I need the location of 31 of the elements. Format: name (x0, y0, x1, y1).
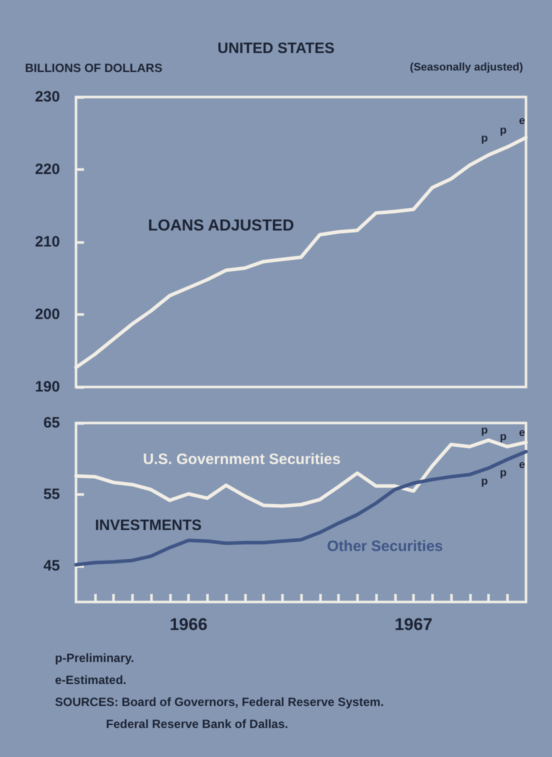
line-series (74, 450, 528, 567)
y-tick-label: 65 (43, 414, 60, 432)
annotation: e (518, 459, 526, 472)
y-tick-label: 230 (34, 88, 60, 106)
annotation: p (500, 431, 507, 444)
y-tick-label: 190 (34, 378, 60, 396)
annotation: p (481, 424, 488, 437)
text: e-Estimated. (55, 673, 126, 687)
annotation: e (518, 426, 526, 439)
annotation: p (481, 476, 488, 488)
annotation: p (500, 467, 507, 480)
x-tick-label: 1966 (170, 615, 208, 634)
text: Federal Reserve Bank of Dallas. (106, 717, 288, 731)
text: INVESTMENTS (95, 517, 202, 534)
y-tick-label: 55 (43, 486, 60, 504)
series-label: LOANS ADJUSTED (148, 218, 294, 234)
y-tick-label: 45 (43, 558, 60, 575)
chart-subtitle: (Seasonally adjusted) (410, 62, 524, 74)
y-tick-label: 200 (34, 306, 60, 323)
text: p-Preliminary. (55, 651, 134, 665)
series-label: U.S. Government Securities (143, 451, 341, 468)
annotation: p (500, 124, 507, 137)
annotation: e (518, 115, 526, 128)
annotation: p (481, 132, 488, 144)
y-axis-title: BILLIONS OF DOLLARS (25, 61, 162, 75)
series-label: Other Securities (327, 538, 443, 555)
chart-title: UNITED STATES (218, 40, 334, 57)
source-note: SOURCES: Board of Governors, Federal Reserve System. (55, 695, 384, 709)
y-tick-label: 220 (34, 161, 60, 178)
x-tick-label: 1967 (394, 615, 432, 634)
y-tick-label: 210 (34, 234, 60, 250)
